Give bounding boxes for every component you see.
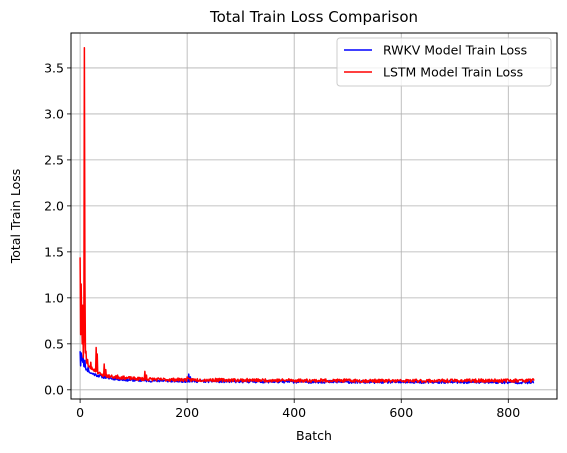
grid-lines	[71, 33, 557, 399]
legend-label: LSTM Model Train Loss	[383, 65, 523, 80]
y-tick-label: 3.0	[44, 106, 64, 121]
plot-frame	[70, 32, 558, 400]
x-tick-label: 0	[76, 405, 84, 420]
y-tick-label: 2.0	[44, 198, 64, 213]
series-line-lstm	[79, 46, 535, 384]
legend-box	[336, 37, 552, 87]
y-axis-label: Total Train Loss	[8, 169, 23, 265]
legend: RWKV Model Train Loss LSTM Model Train Lo…	[336, 37, 552, 87]
chart-title: Total Train Loss Comparison	[209, 8, 418, 26]
y-tick-label: 0.0	[44, 382, 64, 397]
x-tick-label: 600	[389, 405, 413, 420]
x-tick-label: 800	[496, 405, 520, 420]
y-tick-label: 3.5	[44, 60, 64, 75]
x-axis-label: Batch	[296, 428, 332, 443]
y-tick-label: 2.5	[44, 152, 64, 167]
series-lines	[79, 46, 535, 385]
y-axis-ticks: 0.0 0.5 1.0 1.5 2.0 2.5 3.0 3.5	[44, 60, 71, 397]
y-tick-label: 0.5	[44, 336, 64, 351]
x-axis-ticks: 0 200 400 600 800	[76, 399, 520, 420]
legend-label: RWKV Model Train Loss	[383, 43, 527, 58]
x-tick-label: 400	[282, 405, 306, 420]
y-tick-label: 1.5	[44, 244, 64, 259]
y-tick-label: 1.0	[44, 290, 64, 305]
x-tick-label: 200	[175, 405, 199, 420]
